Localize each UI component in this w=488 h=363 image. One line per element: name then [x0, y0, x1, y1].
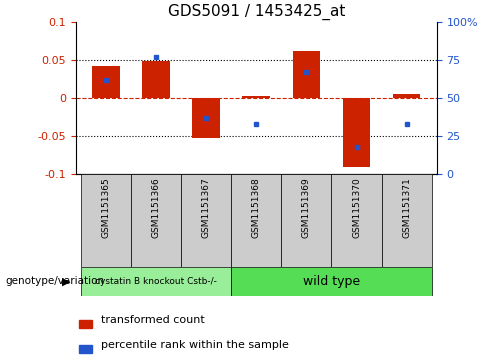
- Bar: [181, 174, 231, 267]
- Bar: [81, 267, 231, 296]
- Bar: [293, 51, 320, 98]
- Text: GSM1151370: GSM1151370: [352, 177, 361, 238]
- Title: GDS5091 / 1453425_at: GDS5091 / 1453425_at: [167, 4, 345, 20]
- Text: GSM1151369: GSM1151369: [302, 177, 311, 238]
- Text: GSM1151365: GSM1151365: [101, 177, 110, 238]
- Text: GSM1151368: GSM1151368: [252, 177, 261, 238]
- Bar: [142, 61, 170, 98]
- Text: percentile rank within the sample: percentile rank within the sample: [101, 340, 289, 350]
- Bar: [79, 319, 92, 328]
- Text: ▶: ▶: [62, 276, 71, 286]
- Bar: [281, 174, 331, 267]
- Bar: [231, 267, 432, 296]
- Text: cystatin B knockout Cstb-/-: cystatin B knockout Cstb-/-: [95, 277, 217, 286]
- Bar: [231, 174, 281, 267]
- Text: genotype/variation: genotype/variation: [5, 276, 104, 286]
- Bar: [192, 98, 220, 138]
- Text: wild type: wild type: [303, 275, 360, 288]
- Bar: [331, 174, 382, 267]
- Text: transformed count: transformed count: [101, 315, 204, 325]
- Bar: [92, 66, 120, 98]
- Bar: [131, 174, 181, 267]
- Bar: [343, 98, 370, 167]
- Bar: [393, 94, 421, 98]
- Bar: [81, 174, 131, 267]
- Bar: [79, 345, 92, 353]
- Bar: [243, 97, 270, 98]
- Text: GSM1151367: GSM1151367: [202, 177, 210, 238]
- Bar: [382, 174, 432, 267]
- Text: GSM1151371: GSM1151371: [402, 177, 411, 238]
- Text: GSM1151366: GSM1151366: [151, 177, 161, 238]
